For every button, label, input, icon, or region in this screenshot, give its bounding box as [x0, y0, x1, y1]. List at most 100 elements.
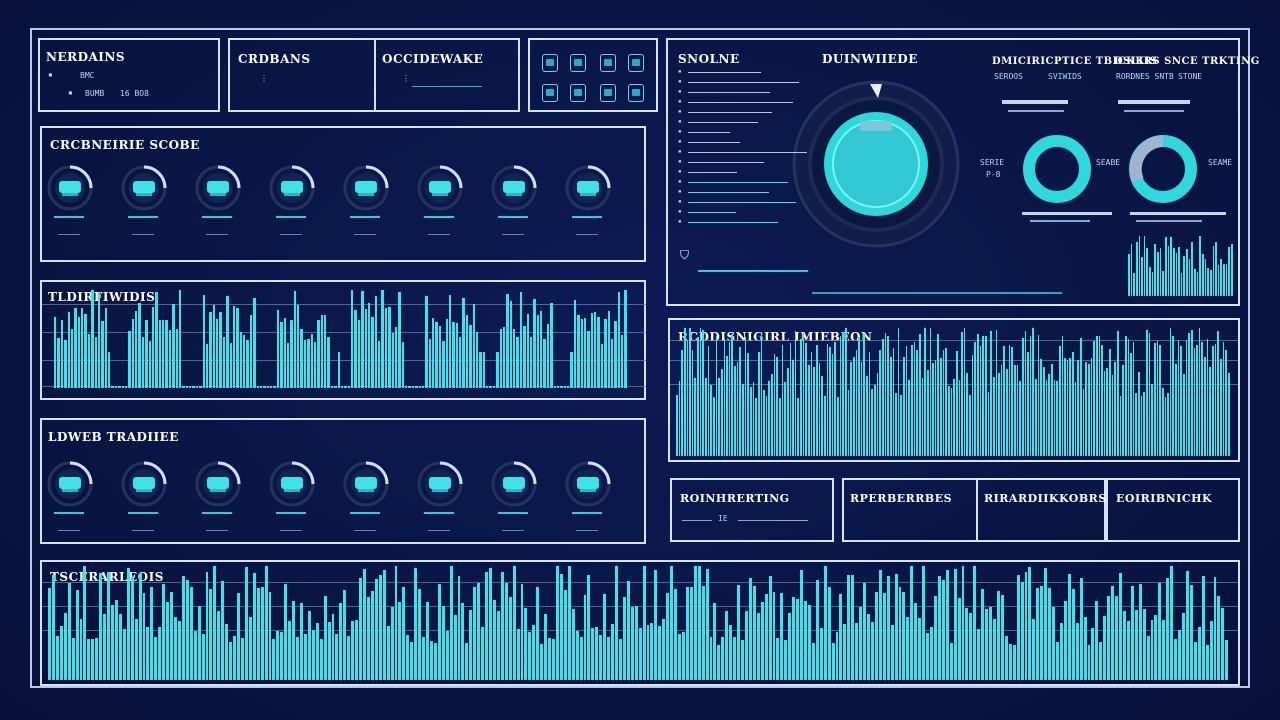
app-icon-8[interactable]	[628, 84, 644, 102]
status-gauge-icon[interactable]	[268, 164, 316, 212]
bar	[984, 335, 987, 456]
text-line	[1002, 100, 1068, 104]
bar	[1164, 396, 1167, 456]
bar	[1012, 644, 1016, 680]
bar	[529, 337, 533, 388]
bar	[276, 630, 280, 680]
bar	[146, 627, 150, 680]
status-gauge-icon[interactable]	[564, 460, 612, 508]
bar	[142, 593, 146, 680]
bar	[532, 625, 536, 680]
bar	[87, 638, 91, 680]
status-gauge-icon[interactable]	[268, 460, 316, 508]
wave-chart-panel: RCDDISNIGIRL IMIEBEON	[668, 318, 1240, 462]
bar	[1135, 242, 1138, 296]
subtitle: STONE	[1178, 72, 1203, 81]
bar	[710, 384, 712, 456]
app-icon-6[interactable]	[570, 84, 586, 102]
bar	[415, 386, 418, 388]
bar	[933, 596, 937, 680]
status-gauge-icon[interactable]	[342, 460, 390, 508]
status-gauge-icon[interactable]	[46, 164, 94, 212]
text-line	[688, 222, 779, 223]
bar	[1119, 572, 1122, 680]
bar	[445, 319, 448, 388]
bar	[506, 294, 509, 388]
bullet-icon: ▪	[678, 108, 682, 115]
bar	[519, 292, 523, 388]
bar	[390, 607, 394, 680]
status-gauge-icon[interactable]	[46, 460, 94, 508]
app-icon-1[interactable]	[542, 54, 558, 72]
bullet-icon: ▪	[678, 188, 682, 195]
bar	[394, 566, 398, 680]
gauge-caption-line	[576, 530, 598, 531]
bar	[1193, 641, 1197, 680]
bar	[800, 338, 802, 456]
status-gauge-icon[interactable]	[120, 164, 168, 212]
donut-chart-1[interactable]	[1020, 132, 1094, 206]
bar	[1228, 247, 1230, 296]
bar	[209, 588, 213, 680]
gauge-caption-line	[572, 216, 602, 218]
bar	[482, 351, 485, 388]
donut-chart-2[interactable]	[1126, 132, 1200, 206]
bar	[678, 380, 681, 456]
app-icon-2[interactable]	[570, 54, 586, 72]
bar	[361, 291, 364, 388]
bar	[1122, 611, 1126, 680]
bar	[124, 386, 128, 388]
panel-title: EOIRIBNICHK	[1116, 492, 1213, 505]
bar	[540, 311, 543, 388]
bar	[426, 601, 429, 680]
bar	[792, 596, 796, 680]
bar	[847, 389, 850, 456]
central-dial-gauge[interactable]	[790, 78, 962, 250]
bar	[555, 566, 559, 680]
bar	[642, 566, 646, 680]
app-icon-3[interactable]	[600, 54, 616, 72]
bar	[811, 643, 815, 680]
status-gauge-icon[interactable]	[490, 164, 538, 212]
status-gauge-icon[interactable]	[342, 164, 390, 212]
gauge-caption-line	[572, 512, 602, 514]
app-icon-4[interactable]	[628, 54, 644, 72]
bar	[797, 397, 800, 456]
app-icon-7[interactable]	[600, 84, 616, 102]
gauge-caption-line	[132, 234, 154, 235]
bar	[1014, 364, 1016, 456]
status-gauge-icon[interactable]	[416, 460, 464, 508]
bar	[1146, 636, 1150, 680]
bar	[1077, 359, 1080, 456]
status-gauge-icon[interactable]	[416, 164, 464, 212]
bullet-icon: ▪	[48, 70, 53, 79]
gauge-caption-line	[428, 530, 450, 531]
bar	[835, 632, 839, 680]
header-panel-status[interactable]: CRDBANS ⋮ OCCIDEWAKE ⋮	[228, 38, 520, 112]
bar	[195, 386, 199, 388]
app-icon-5[interactable]	[542, 84, 558, 102]
progress-line	[412, 86, 482, 87]
bar	[871, 388, 874, 456]
status-gauge-icon[interactable]	[564, 164, 612, 212]
bar	[381, 290, 384, 388]
panel-title[interactable]: RPERBERRBES	[850, 492, 953, 505]
bar	[1227, 373, 1230, 456]
header-panel-system[interactable]: NERDAINS ▪ BMC ▪ BUMB 16 BO8	[38, 38, 220, 112]
status-gauge-icon[interactable]	[194, 164, 242, 212]
info-panel-1[interactable]: ROINHRERTING IE	[670, 478, 834, 542]
status-gauge-icon[interactable]	[194, 460, 242, 508]
bar	[1003, 346, 1006, 456]
bar	[776, 357, 778, 456]
bar	[148, 341, 151, 388]
panel-title[interactable]: RIRARDIIKKOBRS	[984, 492, 1107, 505]
bottom-chart-panel: TSCERARLEOIS	[40, 560, 1240, 686]
bar	[303, 339, 307, 388]
status-gauge-icon[interactable]	[120, 460, 168, 508]
status-gauge-icon[interactable]	[490, 460, 538, 508]
info-panel-4[interactable]: EOIRIBNICHK	[1106, 478, 1240, 542]
bar	[886, 575, 890, 680]
bar	[921, 378, 924, 456]
bar	[876, 373, 879, 456]
bar	[1223, 264, 1225, 296]
